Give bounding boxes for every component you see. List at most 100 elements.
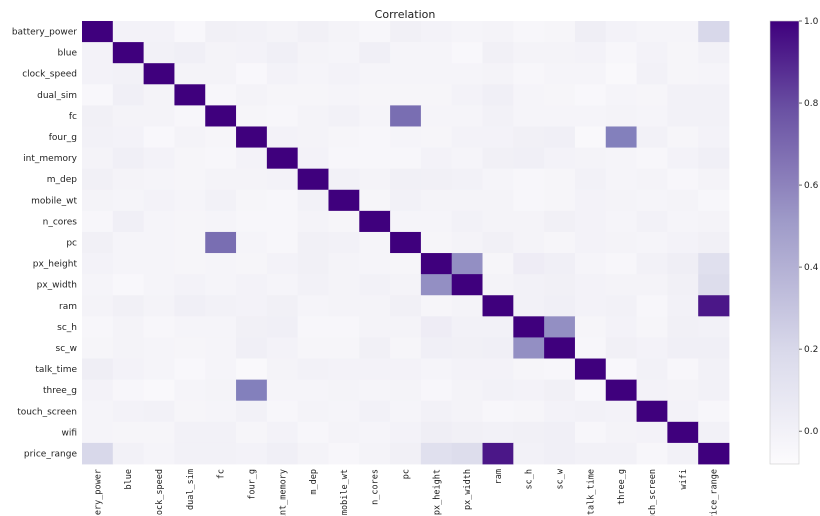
heatmap-cell <box>636 189 668 212</box>
heatmap-cell <box>390 358 422 381</box>
heatmap-cell <box>605 442 637 465</box>
heatmap-cell <box>359 189 391 212</box>
heatmap-cell <box>390 147 422 170</box>
heatmap-cell <box>359 231 391 254</box>
heatmap-cell <box>112 147 145 170</box>
heatmap-cell <box>513 295 545 317</box>
heatmap-cell <box>667 295 699 317</box>
y-tick-label: dual_sim <box>37 91 77 101</box>
heatmap-cell <box>297 358 329 381</box>
heatmap-cell <box>420 231 453 254</box>
heatmap-cell <box>420 210 453 233</box>
heatmap-cell <box>143 42 175 64</box>
heatmap-cell <box>297 189 329 212</box>
heatmap-cell <box>236 168 268 191</box>
heatmap-cell <box>451 295 483 317</box>
heatmap-cell <box>112 105 145 127</box>
heatmap-cell <box>266 337 299 359</box>
heatmap-cell <box>698 105 730 127</box>
heatmap-cell <box>451 210 483 233</box>
heatmap-cell <box>636 105 668 127</box>
heatmap-cell <box>636 253 668 275</box>
heatmap-cell <box>297 21 329 43</box>
heatmap-cell <box>574 21 607 43</box>
x-tick-label: four_g <box>247 469 257 500</box>
heatmap-cell <box>236 421 268 444</box>
heatmap-cell <box>266 274 299 296</box>
heatmap-cell <box>236 42 268 64</box>
heatmap-cell <box>236 189 268 212</box>
heatmap-cell <box>667 358 699 381</box>
heatmap-cell <box>205 168 237 191</box>
heatmap-cell <box>605 253 637 275</box>
heatmap-cell <box>451 400 483 423</box>
heatmap-cell <box>482 400 514 423</box>
heatmap-cell <box>328 274 360 296</box>
heatmap-cell <box>205 337 237 359</box>
heatmap-cell <box>266 442 299 465</box>
heatmap-cell <box>667 21 699 43</box>
heatmap-cell <box>667 63 699 85</box>
heatmap-cell <box>544 21 576 43</box>
heatmap-cell <box>143 21 175 43</box>
heatmap-cell <box>482 358 514 381</box>
heatmap-cell <box>297 42 329 64</box>
heatmap-cell <box>636 421 668 444</box>
heatmap-cell <box>297 84 329 106</box>
heatmap-cell <box>420 63 453 85</box>
heatmap-cell <box>605 168 637 191</box>
heatmap-cell <box>420 442 453 465</box>
heatmap-cell <box>143 84 175 106</box>
heatmap-cell <box>544 126 576 148</box>
heatmap-cell <box>143 147 175 170</box>
heatmap-cell <box>112 63 145 85</box>
heatmap-cell <box>143 63 175 85</box>
heatmap-cell <box>266 358 299 381</box>
heatmap-cell <box>482 316 514 338</box>
heatmap-cell <box>420 168 453 191</box>
heatmap-cell <box>698 168 730 191</box>
heatmap-cell <box>636 316 668 338</box>
heatmap-cell <box>605 421 637 444</box>
heatmap-cell <box>297 442 329 465</box>
heatmap-cell <box>328 126 360 148</box>
x-tick-label: price_range <box>710 469 720 516</box>
y-tick-label: talk_time <box>35 365 77 375</box>
heatmap-cell <box>482 253 514 275</box>
heatmap-cell <box>82 231 114 254</box>
y-tick-label: mobile_wt <box>31 196 77 206</box>
heatmap-cell <box>297 295 329 317</box>
heatmap-cell <box>328 42 360 64</box>
heatmap-cell <box>328 295 360 317</box>
heatmap-cell <box>605 63 637 85</box>
heatmap-cell <box>143 337 175 359</box>
heatmap-cell <box>513 147 545 170</box>
heatmap-cell <box>359 358 391 381</box>
heatmap-cell <box>82 400 114 423</box>
heatmap-cell <box>82 337 114 359</box>
heatmap-cell <box>297 105 329 127</box>
heatmap-cell <box>236 210 268 233</box>
heatmap-cell <box>451 337 483 359</box>
heatmap-cell <box>205 147 237 170</box>
heatmap-cell <box>266 126 299 148</box>
heatmap-cell <box>328 253 360 275</box>
heatmap-cell <box>328 105 360 127</box>
heatmap-cell <box>297 400 329 423</box>
heatmap-cell <box>513 442 545 465</box>
heatmap-cell <box>359 253 391 275</box>
colorbar-tick-label: 0.2 <box>804 345 818 355</box>
heatmap-cell <box>143 421 175 444</box>
heatmap-cell <box>82 421 114 444</box>
heatmap-cell <box>667 379 699 402</box>
heatmap-cell <box>667 105 699 127</box>
heatmap-cell <box>574 337 607 359</box>
heatmap-cell <box>605 358 637 381</box>
heatmap-cell <box>482 63 514 85</box>
x-tick-label: fc <box>217 469 227 479</box>
heatmap-cell <box>605 189 637 212</box>
heatmap-cell <box>205 295 237 317</box>
heatmap-cell <box>482 42 514 64</box>
heatmap-cell <box>636 274 668 296</box>
heatmap-cell <box>359 168 391 191</box>
